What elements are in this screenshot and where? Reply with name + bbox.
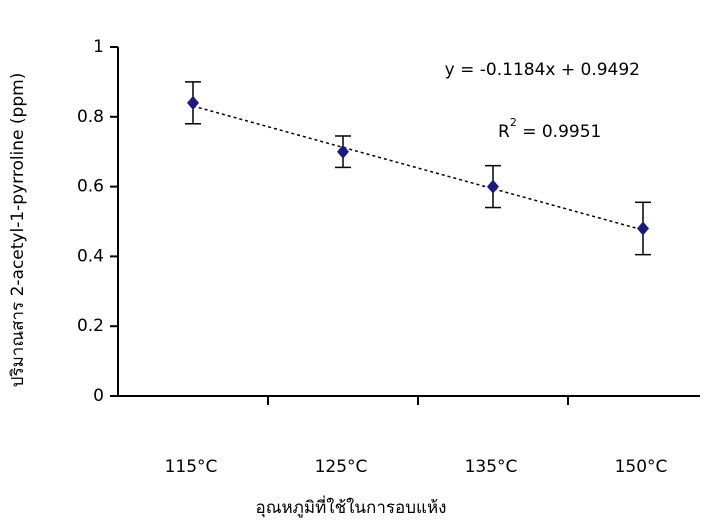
point — [637, 221, 649, 235]
x-tick-label: 125°C — [315, 457, 368, 477]
page: y = -0.1184x + 0.9492 R2 = 0.9951 อุณหภู… — [0, 0, 711, 530]
x-tick-label: 115°C — [165, 457, 218, 477]
y-tick-label: 0.2 — [77, 316, 104, 336]
r-sup: 2 — [510, 116, 517, 129]
y-tick-label: 0.6 — [77, 177, 104, 197]
y-tick-label: 0 — [93, 386, 104, 406]
x-tick-label: 135°C — [465, 457, 518, 477]
y-tick-label: 0.4 — [77, 246, 104, 266]
r-squared: R2 = 0.9951 — [498, 116, 601, 142]
x-tick-label: 150°C — [615, 457, 668, 477]
point — [187, 96, 199, 110]
y-tick-label: 0.8 — [77, 107, 104, 127]
trend-equation: y = -0.1184x + 0.9492 — [445, 60, 640, 80]
y-axis-label: ปริมาณสาร 2-acetyl-1-pyrroline (ppm) — [8, 73, 28, 388]
r-rest: = 0.9951 — [517, 122, 602, 142]
chart: y = -0.1184x + 0.9492 R2 = 0.9951 อุณหภู… — [0, 0, 711, 526]
point — [487, 180, 499, 194]
r-base: R — [498, 122, 510, 142]
x-axis-label: อุณหภูมิที่ใช้ในการอบแห้ง — [255, 495, 446, 518]
y-tick-label: 1 — [93, 37, 104, 57]
